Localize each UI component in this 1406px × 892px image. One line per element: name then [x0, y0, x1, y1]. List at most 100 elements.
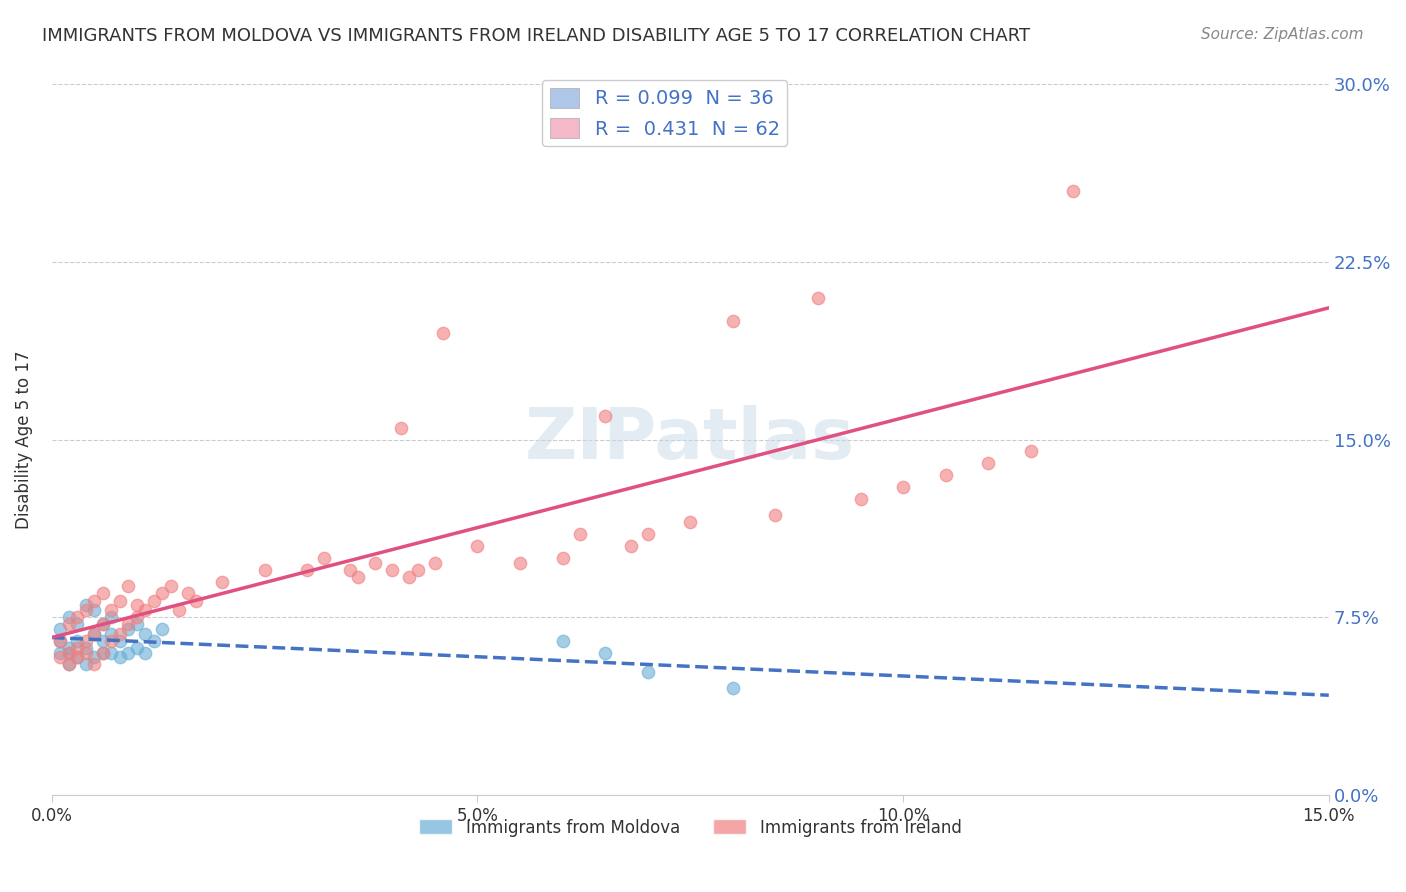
Point — [398, 570, 420, 584]
Point — [637, 665, 659, 679]
Point — [721, 681, 744, 695]
Point — [49, 633, 72, 648]
Point — [406, 563, 429, 577]
Point — [91, 617, 114, 632]
Point — [108, 633, 131, 648]
Point — [117, 617, 139, 632]
Point — [125, 599, 148, 613]
Legend: Immigrants from Moldova, Immigrants from Ireland: Immigrants from Moldova, Immigrants from… — [412, 812, 969, 843]
Point — [620, 539, 643, 553]
Point — [83, 593, 105, 607]
Point — [100, 626, 122, 640]
Point — [58, 646, 80, 660]
Point — [1019, 444, 1042, 458]
Point — [977, 456, 1000, 470]
Point — [134, 626, 156, 640]
Point — [125, 610, 148, 624]
Point — [551, 551, 574, 566]
Point — [75, 599, 97, 613]
Point — [389, 421, 412, 435]
Point — [91, 646, 114, 660]
Point — [134, 646, 156, 660]
Point — [1062, 184, 1084, 198]
Point — [100, 603, 122, 617]
Point — [75, 633, 97, 648]
Point — [49, 622, 72, 636]
Point — [91, 617, 114, 632]
Point — [721, 314, 744, 328]
Point — [509, 556, 531, 570]
Text: ZIPatlas: ZIPatlas — [526, 405, 855, 474]
Point — [58, 640, 80, 655]
Point — [763, 508, 786, 523]
Point — [432, 326, 454, 340]
Point — [253, 563, 276, 577]
Point — [169, 603, 191, 617]
Point — [58, 646, 80, 660]
Point — [66, 610, 89, 624]
Point — [467, 539, 489, 553]
Y-axis label: Disability Age 5 to 17: Disability Age 5 to 17 — [15, 351, 32, 529]
Point — [807, 291, 830, 305]
Point — [339, 563, 361, 577]
Point — [83, 626, 105, 640]
Point — [679, 516, 702, 530]
Point — [891, 480, 914, 494]
Point — [134, 603, 156, 617]
Point — [58, 657, 80, 672]
Point — [364, 556, 387, 570]
Point — [152, 622, 174, 636]
Point — [66, 650, 89, 665]
Point — [83, 626, 105, 640]
Point — [295, 563, 318, 577]
Point — [75, 646, 97, 660]
Point — [314, 551, 336, 566]
Point — [423, 556, 446, 570]
Point — [637, 527, 659, 541]
Point — [91, 646, 114, 660]
Point — [160, 579, 183, 593]
Point — [66, 640, 89, 655]
Point — [91, 586, 114, 600]
Point — [935, 468, 957, 483]
Point — [117, 622, 139, 636]
Point — [177, 586, 200, 600]
Point — [347, 570, 370, 584]
Point — [83, 603, 105, 617]
Point — [66, 650, 89, 665]
Point — [58, 610, 80, 624]
Point — [125, 640, 148, 655]
Point — [66, 617, 89, 632]
Text: IMMIGRANTS FROM MOLDOVA VS IMMIGRANTS FROM IRELAND DISABILITY AGE 5 TO 17 CORREL: IMMIGRANTS FROM MOLDOVA VS IMMIGRANTS FR… — [42, 27, 1031, 45]
Point — [381, 563, 404, 577]
Point — [117, 646, 139, 660]
Point — [568, 527, 591, 541]
Point — [49, 646, 72, 660]
Point — [75, 603, 97, 617]
Point — [100, 610, 122, 624]
Text: Source: ZipAtlas.com: Source: ZipAtlas.com — [1201, 27, 1364, 42]
Point — [108, 593, 131, 607]
Point — [83, 657, 105, 672]
Point — [83, 650, 105, 665]
Point — [49, 650, 72, 665]
Point — [75, 640, 97, 655]
Point — [142, 633, 165, 648]
Point — [117, 579, 139, 593]
Point — [142, 593, 165, 607]
Point — [49, 633, 72, 648]
Point — [108, 626, 131, 640]
Point — [58, 657, 80, 672]
Point — [58, 617, 80, 632]
Point — [125, 617, 148, 632]
Point — [91, 633, 114, 648]
Point — [66, 633, 89, 648]
Point — [849, 491, 872, 506]
Point — [211, 574, 233, 589]
Point — [152, 586, 174, 600]
Point — [100, 646, 122, 660]
Point — [100, 633, 122, 648]
Point — [108, 650, 131, 665]
Point — [186, 593, 208, 607]
Point — [593, 646, 616, 660]
